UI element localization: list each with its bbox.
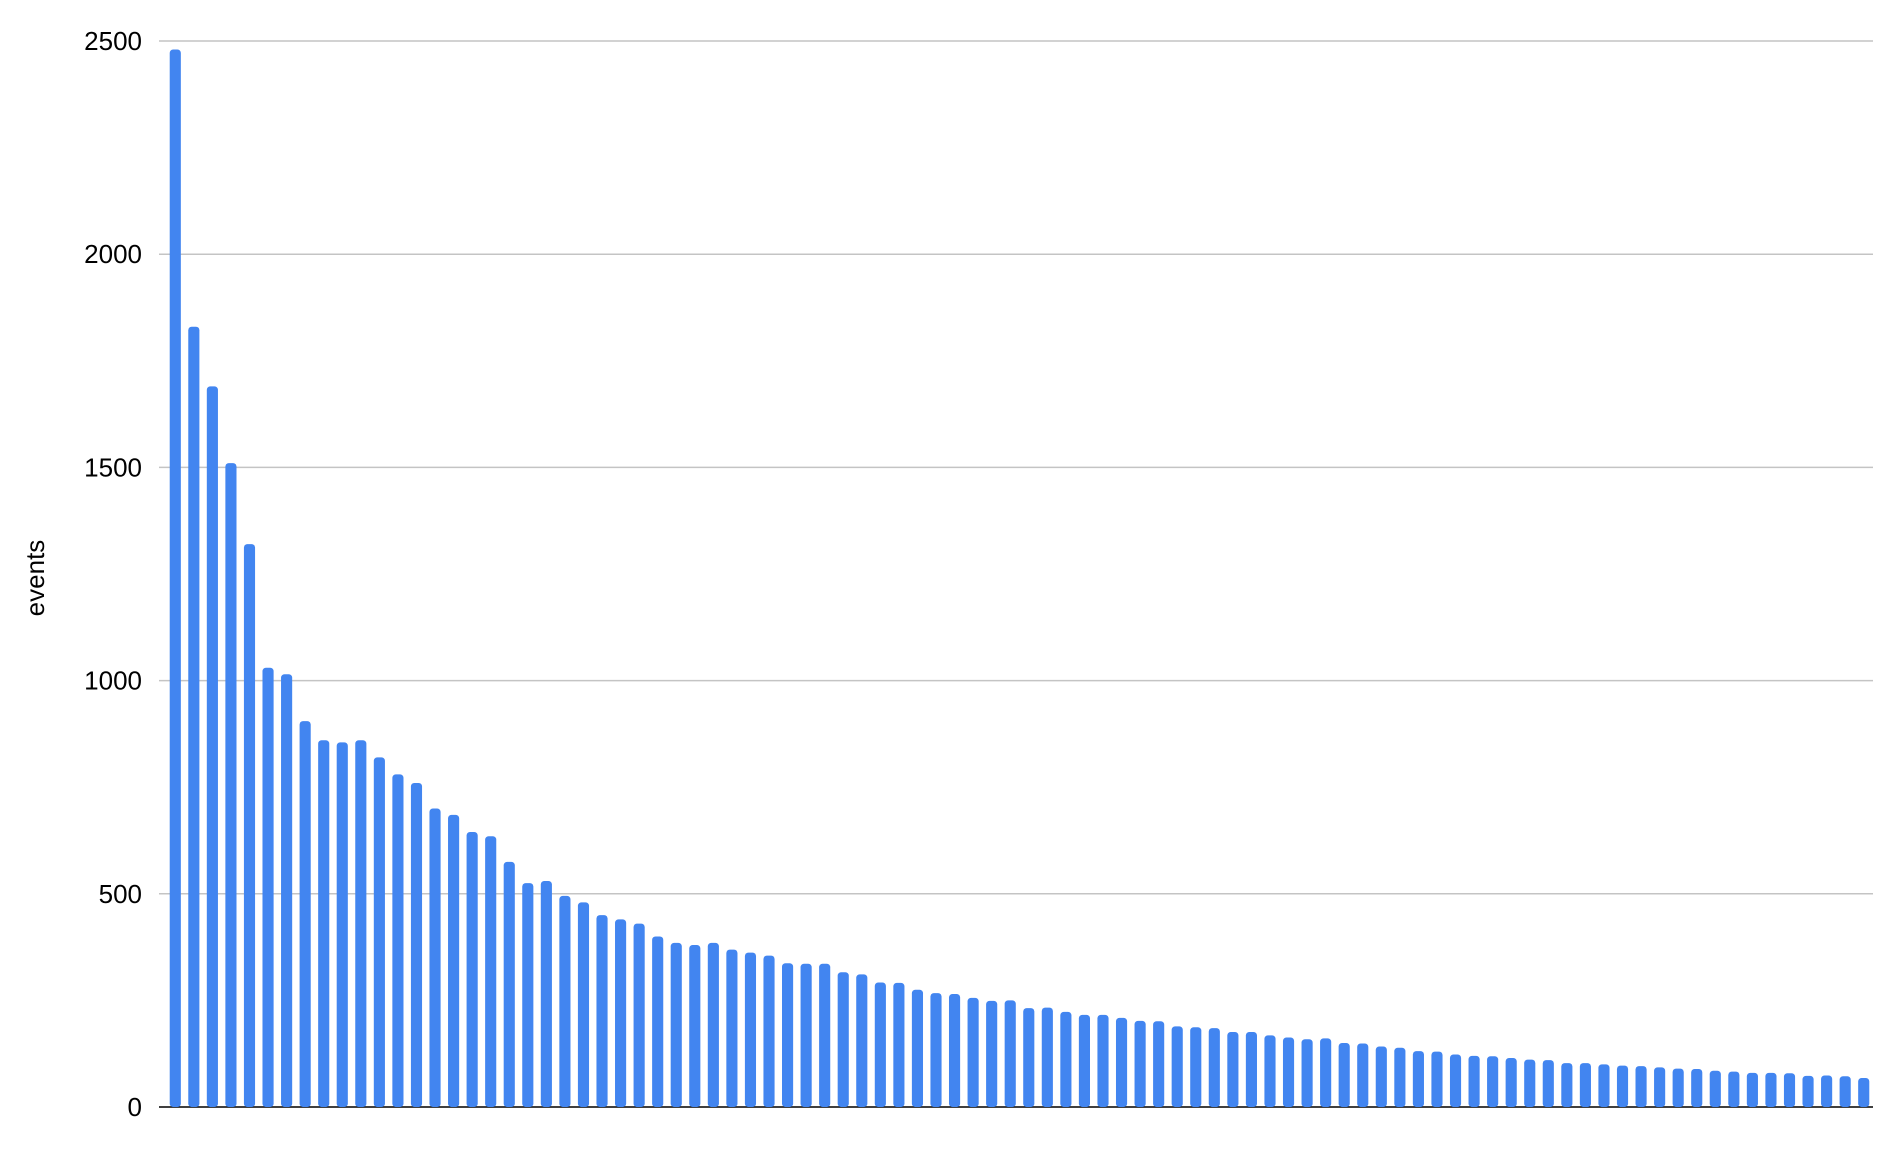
svg-text:0: 0 <box>128 1092 142 1122</box>
svg-text:500: 500 <box>99 879 142 909</box>
svg-text:events: events <box>20 540 50 617</box>
svg-text:1000: 1000 <box>84 666 142 696</box>
svg-text:1500: 1500 <box>84 452 142 482</box>
svg-text:2000: 2000 <box>84 239 142 269</box>
svg-text:2500: 2500 <box>84 26 142 56</box>
